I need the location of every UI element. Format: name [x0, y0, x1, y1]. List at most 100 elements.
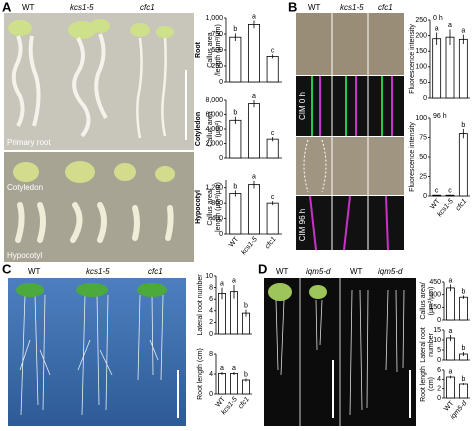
y-tick-label: 8 [209, 351, 213, 358]
chart-title: Hypocotyl [195, 190, 202, 224]
significance-letter: b [233, 183, 237, 190]
seedlings [8, 19, 174, 39]
roots [19, 294, 164, 416]
y-tick-label: 6,000 [205, 111, 223, 118]
y-axis-label: length (µm²/µm) [215, 182, 222, 232]
significance-letter: c [271, 47, 275, 54]
x-tick-label: kcs1-5 [240, 236, 259, 256]
genotype-label: kcs1-5 [86, 267, 110, 276]
chart-title: 0 h [433, 15, 443, 22]
x-tick-label: cfc1 [264, 236, 278, 250]
bar [459, 383, 468, 399]
y-tick-label: 150 [415, 48, 427, 55]
y-tick-label: 500 [211, 47, 223, 54]
y-tick-label: 75 [419, 134, 427, 141]
significance-letter: b [244, 302, 248, 309]
bar [229, 373, 238, 395]
bar [217, 292, 226, 335]
y-tick-label: 2,000 [205, 140, 223, 147]
y-tick-label: 0 [219, 79, 223, 86]
y-tick-label: 200 [415, 32, 427, 39]
bar [458, 133, 468, 197]
bar [432, 38, 442, 99]
genotype-label: WT [308, 3, 321, 12]
genotype-label: cfc1 [378, 3, 393, 12]
y-tick-label: 50 [419, 154, 427, 161]
x-tick-label: WT [228, 235, 241, 248]
y-axis-label: Lateral root number [197, 274, 204, 336]
condition-label: CIM 0 h [298, 92, 307, 120]
y-axis-label: number [428, 332, 435, 356]
bar [247, 23, 260, 83]
y-tick-label: 2 [437, 386, 441, 393]
significance-letter: c [271, 194, 275, 201]
y-tick-label: 0 [209, 331, 213, 338]
significance-letter: a [252, 174, 256, 181]
significance-letter: a [435, 25, 439, 32]
y-tick-label: 25 [419, 173, 427, 180]
y-tick-label: 2 [209, 319, 213, 326]
significance-letter: a [220, 365, 224, 372]
roots [275, 289, 405, 416]
y-tick-label: 1,000 [205, 15, 223, 22]
bar [266, 56, 279, 83]
significance-letter: b [462, 345, 466, 352]
y-tick-label: 250 [415, 17, 427, 24]
y-tick-label: 0 [423, 193, 427, 200]
y-axis-label: Root length (cm) [197, 348, 204, 400]
significance-letter: a [252, 13, 256, 20]
y-tick-label: 750 [211, 31, 223, 38]
significance-letter: b [233, 110, 237, 117]
bar [266, 202, 279, 235]
bar [266, 138, 279, 159]
chart-title: 96 h [433, 113, 447, 120]
significance-letter: a [449, 277, 453, 284]
x-tick-label: cfc1 [237, 396, 251, 410]
genotype-label: kcs1-5 [70, 3, 94, 12]
y-axis-label: (µm²/µm) [428, 287, 435, 316]
y-tick-label: 150 [429, 304, 441, 311]
y-axis-label: Root length [420, 366, 427, 402]
y-tick-label: 300 [429, 292, 441, 299]
significance-letter: a [232, 278, 236, 285]
photo [296, 76, 404, 136]
panel-label: A [2, 0, 12, 14]
roots [11, 33, 167, 139]
y-tick-label: 0 [423, 95, 427, 102]
significance-letter: a [220, 280, 224, 287]
y-axis-label: Callus area [207, 32, 214, 68]
significance-letter: c [271, 130, 275, 137]
genotype-label: WT [28, 267, 41, 276]
genotype-label: iqm5-d [378, 267, 403, 276]
photo [296, 137, 404, 195]
fluorescence [309, 76, 393, 251]
organ-label: Primary root [7, 138, 51, 147]
chart-title: Root [195, 41, 202, 58]
genotype-label: iqm5-d [306, 267, 331, 276]
y-tick-label: 250 [211, 63, 223, 70]
y-axis-label: Lateral root [420, 327, 427, 362]
bar [241, 379, 250, 395]
y-axis-label: Callus area/ [420, 282, 427, 319]
y-tick-label: 0 [437, 357, 441, 364]
separators [303, 13, 369, 250]
calli [268, 283, 327, 301]
significance-letter: b [461, 122, 465, 129]
y-tick-label: 4,000 [205, 126, 223, 133]
y-tick-label: 50 [419, 79, 427, 86]
genotype-label: WT [276, 267, 289, 276]
organ-label: Cotyledon [7, 183, 43, 192]
significance-letter: b [462, 288, 466, 295]
bar [229, 193, 242, 235]
bar [229, 119, 242, 159]
bar [446, 337, 455, 361]
significance-letter: a [252, 93, 256, 100]
y-axis-label: Callus area [207, 111, 214, 147]
organ-label: Hypocotyl [7, 251, 42, 260]
bar [217, 373, 226, 395]
y-axis-label: (µm²) [215, 121, 222, 138]
y-axis-label: Fluorescence intensity [409, 122, 416, 192]
y-tick-label: 8,000 [205, 97, 223, 104]
significance-letter: a [449, 328, 453, 335]
